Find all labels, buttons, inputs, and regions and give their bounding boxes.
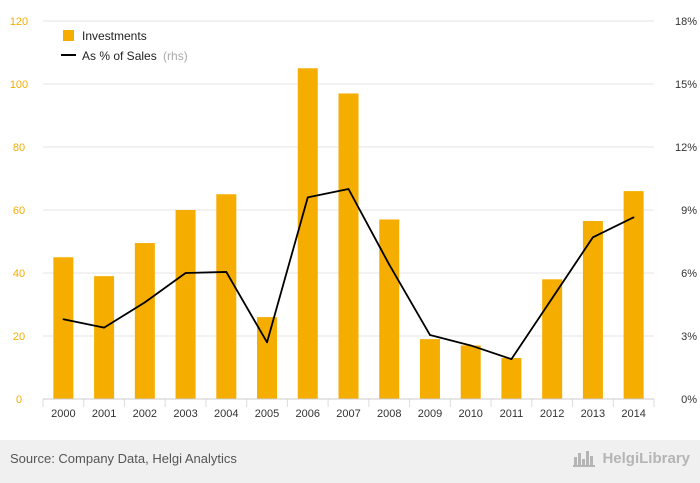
line-point — [266, 341, 268, 344]
bar — [94, 276, 115, 399]
y-right-tick-label: 12% — [675, 142, 697, 154]
line-point — [184, 272, 187, 274]
bar — [297, 68, 318, 399]
line-point — [429, 334, 431, 336]
y-left-tick-label: 60 — [13, 205, 25, 217]
x-tick-label: 2004 — [214, 408, 238, 420]
bar — [53, 257, 74, 399]
bar — [379, 219, 400, 399]
y-left-tick-label: 20 — [13, 331, 25, 343]
bar-series — [53, 68, 644, 399]
x-tick-label: 2013 — [581, 408, 605, 420]
x-tick-label: 2007 — [336, 408, 360, 420]
bar — [501, 358, 522, 399]
axes: 0 20 40 60 80 100 120 0% 3% 6% 9% 12% 15% 18% 2000 2001… — [10, 16, 697, 420]
x-tick-label: 2008 — [377, 408, 401, 420]
legend-label-as-pct-sales: As % of Sales — [82, 49, 157, 63]
bar — [216, 194, 237, 399]
bar — [419, 339, 440, 399]
brand-logo: HelgiLibrary — [573, 449, 690, 467]
line-point — [592, 236, 594, 239]
y-right-tick-label: 9% — [681, 205, 697, 217]
y-right-tick-label: 3% — [681, 331, 697, 343]
bar — [134, 243, 155, 399]
x-tick-label: 2014 — [621, 408, 645, 420]
line-point — [551, 297, 553, 300]
legend-label-rhs: (rhs) — [163, 49, 188, 63]
chart: 0 20 40 60 80 100 120 0% 3% 6% 9% 12% 15% 18% 2000 2001… — [10, 16, 697, 420]
line-point — [144, 301, 146, 304]
bar — [257, 317, 278, 399]
line-point — [306, 196, 309, 199]
bar — [460, 345, 481, 399]
x-tick-label: 2012 — [540, 408, 564, 420]
line-point — [347, 188, 350, 190]
y-right-tick-label: 6% — [681, 268, 697, 280]
y-left-tick-label: 80 — [13, 142, 25, 154]
line-point — [225, 271, 228, 273]
x-tick-label: 2002 — [133, 408, 157, 420]
bar — [623, 191, 644, 399]
x-tick-label: 2010 — [458, 408, 482, 420]
y-left-tick-label: 0 — [16, 394, 22, 406]
y-right-tick-label: 15% — [675, 79, 697, 91]
line-series — [62, 188, 635, 361]
bar — [175, 210, 196, 399]
legend-bar-swatch — [63, 30, 74, 41]
x-tick-label: 2001 — [92, 408, 116, 420]
y-right-tick-label: 18% — [675, 16, 697, 28]
line-point — [632, 216, 635, 219]
x-tick-label: 2011 — [500, 408, 524, 420]
legend-label-line-group: As % of Sales (rhs) — [82, 49, 188, 63]
line-point — [510, 358, 513, 360]
x-tick-label: 2005 — [255, 408, 279, 420]
x-tick-label: 2003 — [173, 408, 197, 420]
y-left-tick-label: 120 — [10, 16, 28, 28]
line-point — [62, 318, 65, 321]
line-point — [103, 326, 105, 329]
brand-name: HelgiLibrary — [602, 449, 690, 467]
legend-label-investments: Investments — [82, 29, 147, 43]
x-tick-label: 2000 — [51, 408, 75, 420]
legend: Investments As % of Sales (rhs) — [61, 29, 188, 63]
line-point — [388, 263, 391, 266]
source-text: Source: Company Data, Helgi Analytics — [10, 451, 237, 466]
line-point — [469, 344, 472, 347]
bar — [542, 279, 563, 399]
footer: Source: Company Data, Helgi Analytics He… — [0, 440, 700, 483]
bar — [338, 93, 359, 399]
y-left-tick-label: 100 — [10, 79, 28, 91]
y-right-tick-label: 0% — [681, 394, 697, 406]
y-left-tick-label: 40 — [13, 268, 25, 280]
skyline-logo-icon — [573, 451, 596, 467]
x-tick-label: 2009 — [418, 408, 442, 420]
bar — [582, 221, 603, 399]
x-tick-label: 2006 — [296, 408, 320, 420]
